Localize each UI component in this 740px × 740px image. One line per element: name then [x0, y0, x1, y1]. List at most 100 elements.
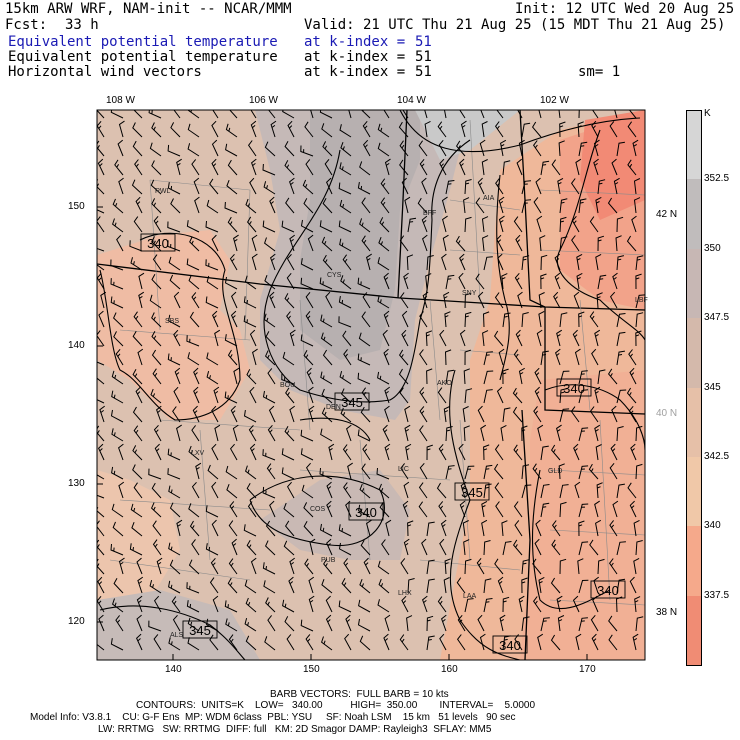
wind-barb: [534, 367, 542, 385]
wind-barb: [300, 258, 314, 271]
wind-barb: [305, 291, 314, 309]
wind-barb: [308, 386, 314, 404]
contour-label: 345: [341, 395, 363, 410]
wind-barb: [419, 311, 428, 328]
wind-barb: [383, 633, 390, 651]
wind-barb: [328, 443, 335, 461]
wind-barb: [399, 235, 409, 252]
wind-barb: [97, 377, 105, 385]
wind-barb: [494, 121, 504, 138]
wind-barb: [285, 197, 295, 214]
wind-barb: [110, 409, 124, 423]
wind-barb: [518, 595, 525, 613]
wind-barb: [377, 295, 390, 309]
wind-barb: [574, 348, 581, 366]
wind-barb: [498, 196, 505, 214]
wind-barb: [191, 292, 200, 309]
wind-barb: [577, 558, 584, 575]
wind-barb: [338, 296, 352, 309]
wind-barb: [322, 141, 333, 157]
wind-barb: [191, 425, 200, 442]
wind-barb: [343, 349, 352, 366]
wind-barb: [521, 122, 531, 138]
forecast-hour: 33 h: [65, 17, 99, 33]
wind-barb: [481, 500, 488, 518]
wind-barb: [167, 353, 181, 366]
wind-barb: [483, 256, 493, 271]
model-title: 15km ARW WRF, NAM-init -- NCAR/MMM: [5, 1, 292, 17]
y-tick-label: 120: [68, 616, 85, 627]
wind-barb: [442, 234, 449, 252]
wind-barb: [320, 428, 333, 442]
wind-barb: [464, 179, 472, 195]
wind-barb: [378, 237, 390, 252]
wind-barb: [194, 196, 200, 214]
wind-barb: [384, 614, 391, 632]
wind-barb: [326, 538, 333, 556]
wind-barb: [281, 373, 295, 385]
wind-barb: [589, 311, 599, 328]
wind-barb: [111, 370, 124, 385]
wind-barb: [281, 467, 295, 480]
wind-barb: [532, 140, 542, 157]
wind-barb: [210, 557, 219, 575]
wind-barb: [443, 577, 450, 594]
wind-barb: [151, 331, 162, 347]
contour-label-box: [454, 482, 490, 501]
wind-barb: [308, 576, 315, 594]
wind-barb: [264, 540, 276, 556]
wind-barb: [324, 158, 333, 176]
y-tick-label: 130: [68, 478, 85, 489]
wind-barb: [211, 234, 219, 252]
wind-barb: [578, 110, 580, 119]
wind-barb: [458, 272, 466, 290]
wind-barb: [594, 386, 601, 404]
wind-barb: [559, 121, 566, 138]
wind-barb: [595, 519, 602, 537]
wind-barb: [167, 448, 181, 461]
map-frame: [96, 109, 646, 661]
wind-barb: [150, 179, 162, 195]
wind-barb: [167, 240, 181, 252]
wind-barb: [610, 443, 618, 461]
wind-barb: [97, 140, 105, 157]
wind-barb: [361, 197, 371, 214]
wind-barb: [573, 291, 580, 309]
wind-barb: [597, 179, 606, 195]
wind-barb: [135, 633, 143, 651]
wind-barb: [305, 634, 314, 651]
wind-barb: [289, 329, 296, 347]
wind-barb: [176, 519, 183, 537]
wind-barb: [97, 209, 105, 214]
valid-time: Valid: 21 UTC Thu 21 Aug 25 (15 MDT Thu …: [304, 17, 726, 33]
wind-barb: [384, 386, 390, 404]
wind-barb: [113, 331, 124, 347]
wind-barb: [287, 120, 295, 138]
wind-barb: [482, 330, 489, 347]
wind-barb: [206, 275, 219, 290]
wind-barb: [574, 481, 581, 499]
wind-barb: [607, 368, 618, 385]
wind-barb: [321, 123, 333, 138]
wind-barb: [267, 615, 276, 632]
wind-barb: [594, 424, 601, 442]
wind-barb: [464, 216, 472, 233]
wind-barb: [616, 578, 626, 594]
wind-barb: [138, 272, 145, 290]
barb-legend: BARB VECTORS: FULL BARB = 10 kts: [270, 689, 449, 700]
wind-barb: [635, 255, 644, 271]
wind-barb: [593, 139, 600, 157]
wind-barb: [151, 349, 162, 366]
wind-barb: [226, 484, 238, 499]
wind-barb: [378, 578, 390, 594]
wind-barb: [361, 235, 371, 252]
wind-barb: [578, 370, 588, 385]
wind-barb: [629, 576, 637, 594]
wind-barb: [540, 350, 549, 366]
wind-barb: [521, 464, 530, 480]
wind-barb: [496, 234, 504, 252]
wind-barb: [445, 465, 455, 480]
wind-barb: [426, 444, 433, 461]
wind-barb: [494, 558, 504, 575]
wind-barb: [559, 216, 567, 233]
